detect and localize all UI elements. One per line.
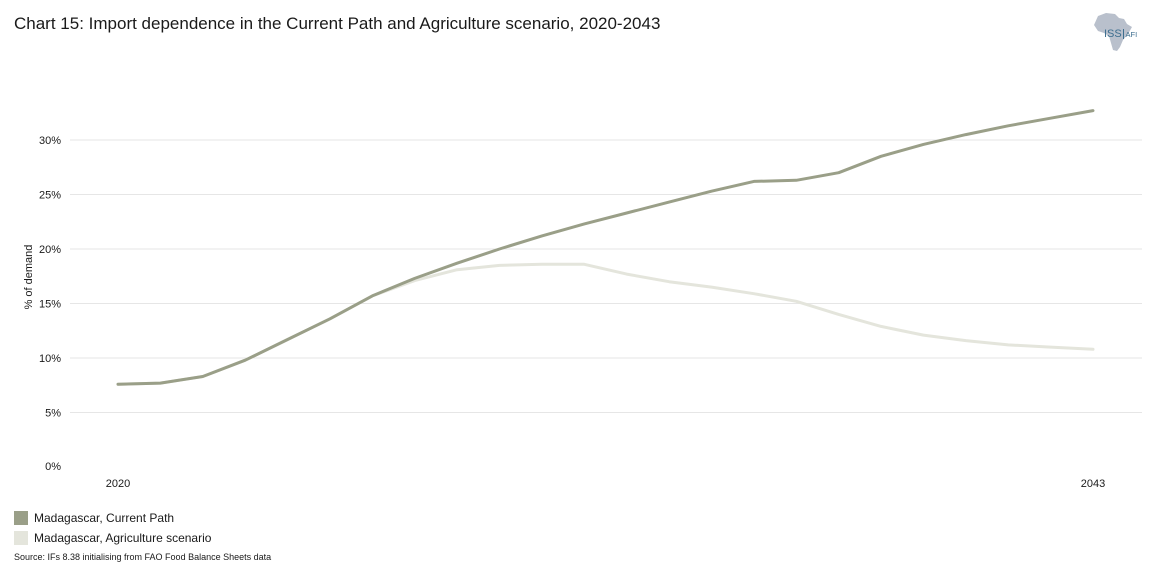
y-tick-label: 10% <box>39 353 61 365</box>
legend-label-current-path: Madagascar, Current Path <box>34 511 175 525</box>
legend: Madagascar, Current Path Madagascar, Agr… <box>14 508 211 548</box>
legend-swatch-current-path <box>14 511 28 525</box>
y-tick-label: 25% <box>39 190 61 202</box>
series-lines <box>116 109 1095 386</box>
y-axis-ticks: 0% 5% 10% 15% 20% 25% 30% <box>39 135 61 473</box>
y-tick-label: 5% <box>45 408 61 420</box>
series-line-current-path[interactable] <box>116 109 1095 386</box>
y-tick-label: 0% <box>45 461 61 473</box>
logo-divider <box>1123 29 1124 39</box>
africa-map-icon <box>1094 13 1132 51</box>
grid-lines <box>70 139 1142 413</box>
logo-text-afi: AFI <box>1126 30 1138 39</box>
legend-swatch-agriculture <box>14 531 28 545</box>
x-tick-label: 2043 <box>1081 478 1105 490</box>
series-line-agriculture[interactable] <box>116 262 1095 386</box>
legend-item-agriculture[interactable]: Madagascar, Agriculture scenario <box>14 528 211 548</box>
y-tick-label: 15% <box>39 299 61 311</box>
chart-title: Chart 15: Import dependence in the Curre… <box>14 14 661 33</box>
logo-text-iss: ISS <box>1104 28 1122 40</box>
legend-label-agriculture: Madagascar, Agriculture scenario <box>34 531 212 545</box>
y-tick-label: 30% <box>39 135 61 147</box>
legend-item-current-path[interactable]: Madagascar, Current Path <box>14 508 211 528</box>
y-tick-label: 20% <box>39 244 61 256</box>
y-axis-label: % of demand <box>23 245 35 310</box>
iss-afi-logo: ISS AFI <box>1094 13 1138 51</box>
x-tick-label: 2020 <box>106 478 130 490</box>
x-axis-ticks: 2020 2043 <box>106 478 1105 490</box>
line-chart: 0% 5% 10% 15% 20% 25% 30% 2020 2043 % of demand <box>23 109 1142 490</box>
source-note: Source: IFs 8.38 initialising from FAO F… <box>14 552 272 562</box>
